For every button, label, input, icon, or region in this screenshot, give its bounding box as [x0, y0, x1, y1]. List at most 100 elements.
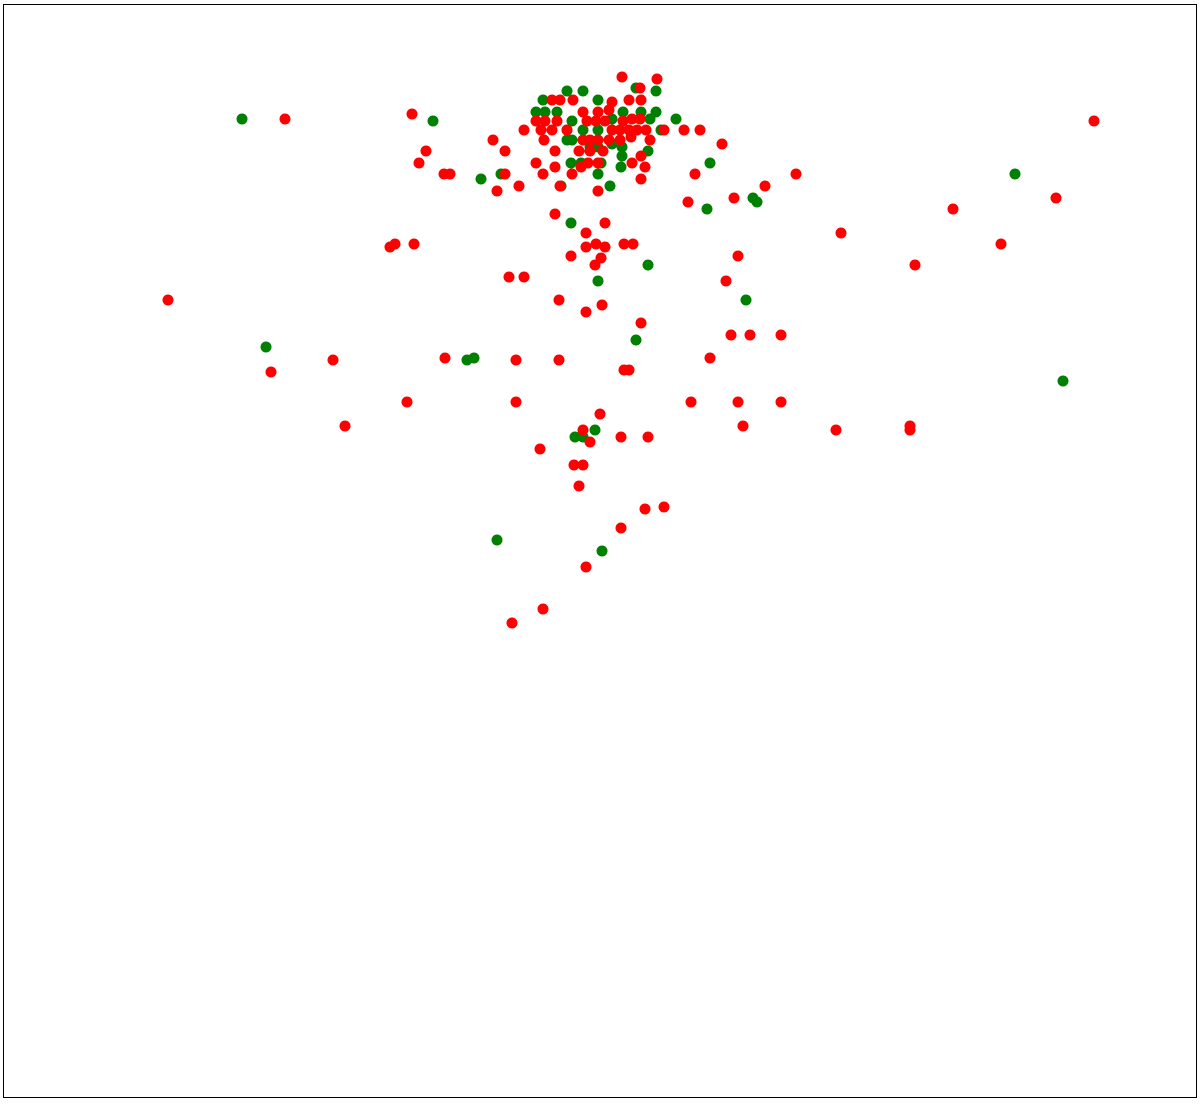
data-points-layer [162, 71, 1100, 629]
data-point-series-1-3 [537, 94, 549, 106]
data-point-series-1-34 [592, 168, 604, 180]
data-point-series-2-102 [580, 306, 592, 318]
data-point-series-1-45 [642, 259, 654, 271]
data-point-series-2-27 [599, 115, 611, 127]
data-point-series-2-52 [635, 150, 647, 162]
data-point-series-2-131 [534, 443, 546, 455]
data-point-series-1-1 [236, 113, 248, 125]
data-point-series-2-72 [635, 173, 647, 185]
data-point-series-1-35 [615, 161, 627, 173]
data-point-series-1-46 [592, 275, 604, 287]
data-point-series-2-127 [737, 420, 749, 432]
data-point-series-2-43 [625, 131, 637, 143]
data-point-series-2-132 [568, 459, 580, 471]
data-point-series-1-24 [566, 134, 578, 146]
data-point-series-2-12 [530, 115, 542, 127]
data-point-series-2-10 [623, 94, 635, 106]
data-point-series-2-99 [720, 275, 732, 287]
data-point-series-2-16 [592, 106, 604, 118]
data-point-series-1-43 [701, 203, 713, 215]
data-point-series-2-113 [623, 364, 635, 376]
data-point-series-2-44 [644, 134, 656, 146]
data-point-series-2-109 [439, 352, 451, 364]
data-point-series-2-76 [549, 208, 561, 220]
data-point-series-2-140 [506, 617, 518, 629]
data-point-series-1-54 [569, 431, 581, 443]
data-point-series-1-39 [604, 180, 616, 192]
data-point-series-2-23 [546, 124, 558, 136]
data-point-series-2-87 [580, 241, 592, 253]
data-point-series-2-7 [554, 94, 566, 106]
data-point-series-2-45 [716, 138, 728, 150]
data-point-series-2-36 [487, 134, 499, 146]
data-point-series-2-28 [606, 124, 618, 136]
data-point-series-2-117 [510, 396, 522, 408]
data-point-series-2-39 [584, 134, 596, 146]
data-point-series-1-44 [565, 217, 577, 229]
data-point-series-2-66 [689, 168, 701, 180]
data-point-series-2-75 [728, 192, 740, 204]
data-point-series-2-70 [554, 180, 566, 192]
data-point-series-2-50 [584, 145, 596, 157]
data-point-series-2-126 [642, 431, 654, 443]
data-point-series-2-48 [549, 145, 561, 157]
data-point-series-2-34 [678, 124, 690, 136]
data-point-series-2-134 [573, 480, 585, 492]
data-point-series-2-118 [685, 396, 697, 408]
data-point-series-2-103 [596, 299, 608, 311]
data-point-series-2-116 [401, 396, 413, 408]
data-point-series-1-7 [530, 106, 542, 118]
data-point-series-2-122 [577, 424, 589, 436]
data-point-series-2-54 [530, 157, 542, 169]
data-point-series-2-3 [616, 71, 628, 83]
data-point-series-2-5 [634, 82, 646, 94]
data-point-series-2-77 [599, 217, 611, 229]
data-point-series-2-26 [590, 115, 602, 127]
data-point-series-2-89 [599, 241, 611, 253]
data-point-series-1-36 [475, 173, 487, 185]
data-point-series-2-108 [327, 354, 339, 366]
data-point-series-1-10 [566, 115, 578, 127]
data-point-series-1-8 [539, 106, 551, 118]
data-point-series-2-93 [595, 252, 607, 264]
data-point-series-2-49 [573, 145, 585, 157]
data-point-series-2-46 [420, 145, 432, 157]
data-point-series-1-2 [427, 115, 439, 127]
data-point-series-2-119 [732, 396, 744, 408]
data-point-series-2-120 [775, 396, 787, 408]
data-point-series-1-51 [468, 352, 480, 364]
data-point-series-2-133 [577, 459, 589, 471]
data-point-series-2-21 [518, 124, 530, 136]
data-point-series-2-138 [580, 561, 592, 573]
data-point-series-2-37 [538, 134, 550, 146]
data-point-series-2-106 [744, 329, 756, 341]
data-point-series-2-123 [584, 436, 596, 448]
data-point-series-2-91 [627, 238, 639, 250]
data-point-series-2-110 [510, 354, 522, 366]
data-point-series-1-57 [491, 534, 503, 546]
plot-frame [3, 4, 1197, 1098]
data-point-series-2-42 [614, 134, 626, 146]
data-point-series-2-57 [582, 157, 594, 169]
data-point-series-2-65 [566, 168, 578, 180]
data-point-series-2-95 [909, 259, 921, 271]
data-point-series-2-59 [626, 157, 638, 169]
data-point-series-2-81 [1088, 115, 1100, 127]
data-point-series-2-68 [491, 185, 503, 197]
data-point-series-2-55 [549, 161, 561, 173]
data-point-series-2-94 [732, 250, 744, 262]
data-point-series-2-104 [635, 317, 647, 329]
data-point-series-1-20 [650, 106, 662, 118]
data-point-series-1-6 [592, 94, 604, 106]
data-point-series-2-88 [590, 238, 602, 250]
data-point-series-2-115 [265, 366, 277, 378]
data-point-series-2-85 [580, 227, 592, 239]
data-point-series-1-4 [561, 85, 573, 97]
data-point-series-1-47 [740, 294, 752, 306]
data-point-series-2-125 [615, 431, 627, 443]
data-point-series-2-100 [162, 294, 174, 306]
data-point-series-2-6 [546, 94, 558, 106]
data-point-series-1-40 [704, 157, 716, 169]
